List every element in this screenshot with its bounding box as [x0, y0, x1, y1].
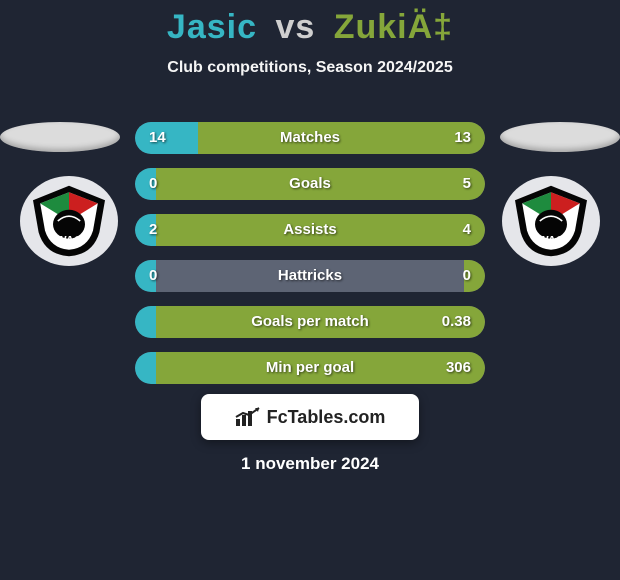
player1-club-badge: WAC — [20, 176, 118, 266]
stat-label: Matches — [135, 122, 485, 154]
stat-value-right: 13 — [454, 122, 471, 154]
stat-label: Assists — [135, 214, 485, 246]
branding-text: FcTables.com — [267, 407, 386, 428]
comparison-card: Jasic vs ZukiÄ‡ Club competitions, Seaso… — [0, 0, 620, 580]
stat-label: Hattricks — [135, 260, 485, 292]
stat-row: 2Assists4 — [135, 214, 485, 246]
stat-value-right: 0.38 — [442, 306, 471, 338]
stat-value-right: 4 — [463, 214, 471, 246]
vs-label: vs — [275, 8, 315, 46]
stat-row: 14Matches13 — [135, 122, 485, 154]
stat-row: 0Hattricks0 — [135, 260, 485, 292]
stat-row: 0Goals5 — [135, 168, 485, 200]
player2-club-badge: WAC — [502, 176, 600, 266]
stat-value-right: 306 — [446, 352, 471, 384]
player2-name: ZukiÄ‡ — [334, 8, 453, 46]
player2-avatar-placeholder — [500, 122, 620, 152]
stat-value-right: 0 — [463, 260, 471, 292]
stat-label: Goals — [135, 168, 485, 200]
svg-text:WAC: WAC — [538, 234, 564, 246]
club-crest-icon: WAC — [29, 184, 109, 258]
subtitle: Club competitions, Season 2024/2025 — [0, 59, 620, 77]
chart-icon — [235, 407, 261, 427]
player1-avatar-placeholder — [0, 122, 120, 152]
stat-row: Min per goal306 — [135, 352, 485, 384]
stat-row: Goals per match0.38 — [135, 306, 485, 338]
branding-badge[interactable]: FcTables.com — [201, 394, 419, 440]
player1-name: Jasic — [167, 8, 257, 46]
date-label: 1 november 2024 — [0, 454, 620, 474]
club-crest-icon: WAC — [511, 184, 591, 258]
stat-value-right: 5 — [463, 168, 471, 200]
stats-bars: 14Matches130Goals52Assists40Hattricks0Go… — [135, 122, 485, 398]
page-title: Jasic vs ZukiÄ‡ — [0, 0, 620, 47]
stat-label: Min per goal — [135, 352, 485, 384]
stat-label: Goals per match — [135, 306, 485, 338]
svg-text:WAC: WAC — [56, 234, 82, 246]
